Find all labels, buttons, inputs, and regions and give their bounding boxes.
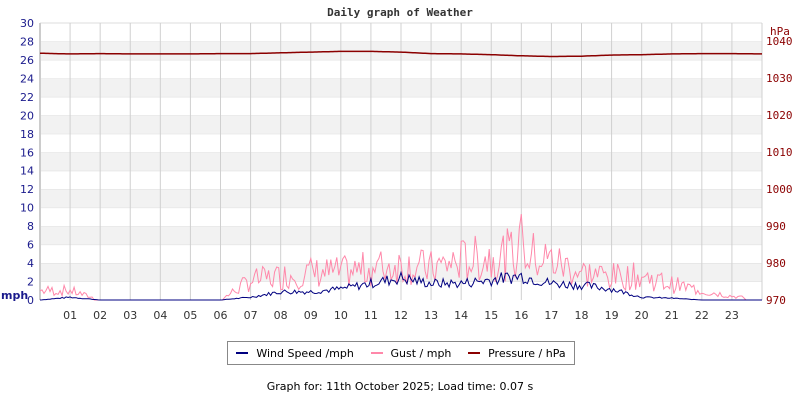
svg-text:30: 30 [20,17,34,30]
left-axis-label: mph [1,289,28,302]
svg-text:16: 16 [20,146,34,159]
svg-text:1020: 1020 [766,109,793,122]
svg-text:1000: 1000 [766,183,793,196]
svg-text:1030: 1030 [766,72,793,85]
svg-text:04: 04 [153,309,167,322]
svg-text:13: 13 [424,309,438,322]
svg-text:980: 980 [766,257,786,270]
svg-text:05: 05 [183,309,197,322]
svg-text:970: 970 [766,294,786,307]
svg-text:26: 26 [20,54,34,67]
svg-text:14: 14 [454,309,468,322]
legend-label: Gust / mph [390,346,452,360]
svg-text:1010: 1010 [766,146,793,159]
wind-speed-line [39,270,762,301]
svg-text:18: 18 [575,309,589,322]
svg-text:10: 10 [20,202,34,215]
svg-text:09: 09 [304,309,318,322]
svg-text:6: 6 [27,239,34,252]
svg-text:2: 2 [27,276,34,289]
svg-text:02: 02 [93,309,107,322]
svg-text:17: 17 [544,309,558,322]
svg-text:15: 15 [484,309,498,322]
svg-text:8: 8 [27,220,34,233]
pressure-swatch-icon [468,352,481,354]
svg-text:12: 12 [394,309,408,322]
legend-item-wind: Wind Speed /mph [236,347,354,360]
gust-swatch-icon [370,352,383,354]
svg-text:18: 18 [20,128,34,141]
svg-text:01: 01 [63,309,77,322]
series-lines [39,50,762,301]
svg-text:20: 20 [635,309,649,322]
svg-text:19: 19 [605,309,619,322]
svg-text:14: 14 [20,165,34,178]
legend-item-pressure: Pressure / hPa [468,347,566,360]
svg-text:20: 20 [20,109,34,122]
svg-text:1040: 1040 [766,35,793,48]
svg-text:07: 07 [244,309,258,322]
svg-text:0: 0 [27,294,34,307]
x-axis-ticks: 01 02 03 04 05 06 07 08 09 10 11 12 13 14 15 16 17 18 19 20… [63,309,739,322]
right-axis-label: hPa [770,25,790,38]
svg-text:4: 4 [27,257,34,270]
svg-text:990: 990 [766,220,786,233]
legend-item-gust: Gust / mph [370,346,452,360]
svg-text:11: 11 [364,309,378,322]
svg-text:23: 23 [725,309,739,322]
legend-label: Pressure / hPa [488,346,566,360]
svg-text:06: 06 [214,309,228,322]
legend-label: Wind Speed /mph [256,346,354,360]
svg-text:08: 08 [274,309,288,322]
svg-text:24: 24 [20,72,34,85]
chart-legend: Wind Speed /mph Gust / mph Pressure / hP… [227,341,575,365]
svg-text:22: 22 [695,309,709,322]
svg-text:10: 10 [334,309,348,322]
svg-text:22: 22 [20,91,34,104]
footer-text: Graph for: 11th October 2025; Load time:… [266,380,534,393]
svg-text:21: 21 [665,309,679,322]
vertical-gridlines [69,23,763,300]
svg-text:03: 03 [123,309,137,322]
svg-text:12: 12 [20,183,34,196]
svg-text:16: 16 [514,309,528,322]
right-axis-ticks: 970 980 990 1000 1010 1020 1030 1040 [766,35,793,307]
weather-chart: Daily graph of Weather 02468101214161820… [1,6,793,322]
chart-title: Daily graph of Weather [327,6,473,19]
wind-swatch-icon [236,352,249,354]
svg-text:28: 28 [20,35,34,48]
pressure-line [39,50,762,58]
